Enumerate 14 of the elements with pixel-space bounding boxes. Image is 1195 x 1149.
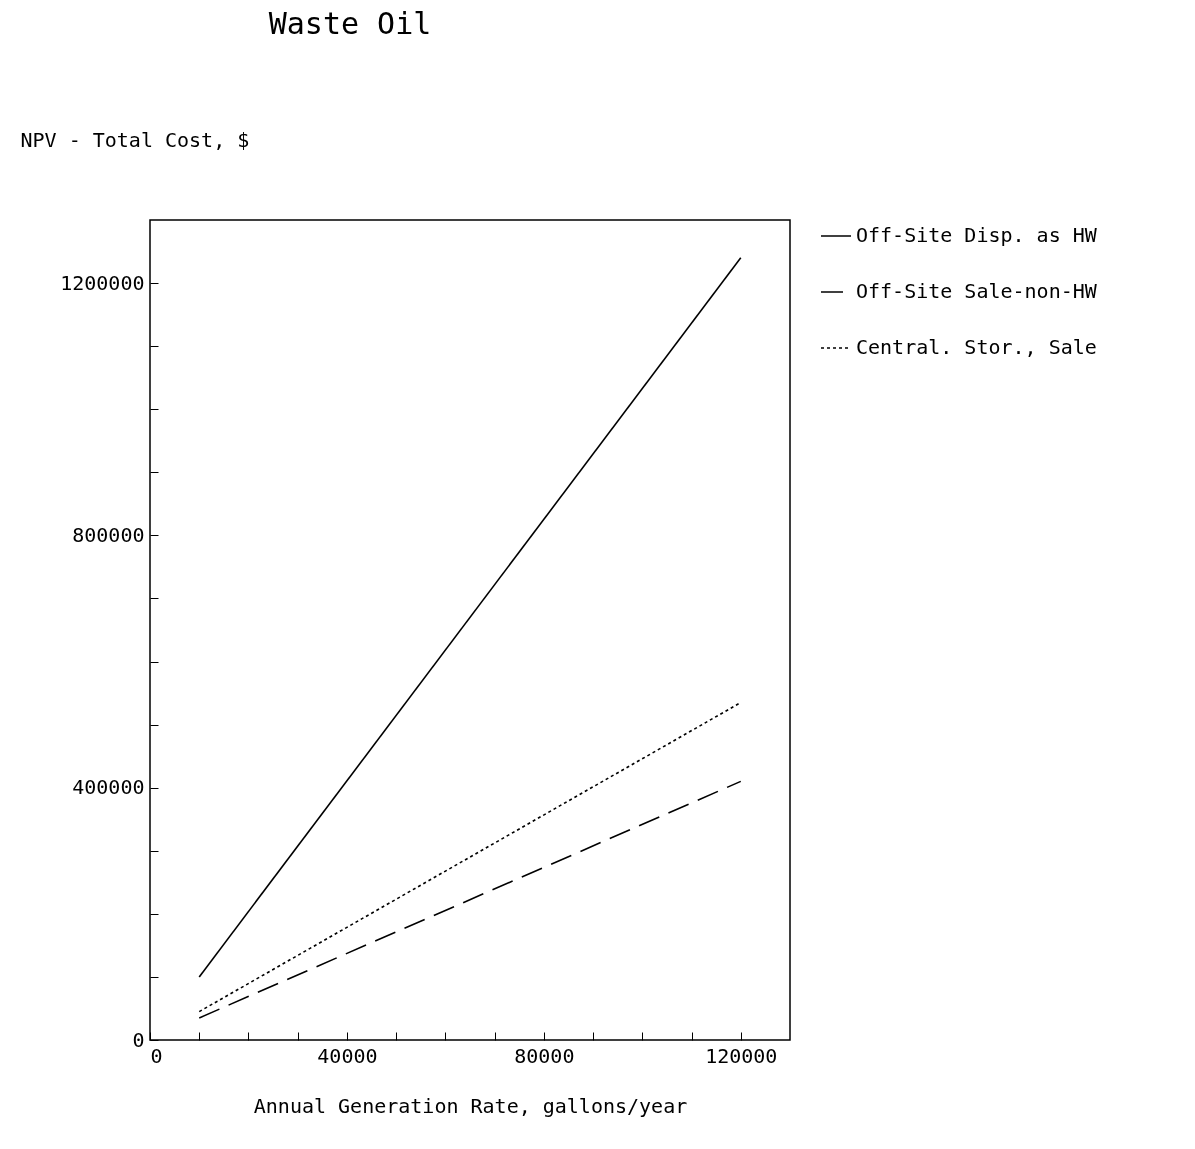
- chart-title: Waste Oil: [268, 6, 432, 41]
- legend-label: Central. Stor., Sale: [856, 335, 1097, 359]
- y-tick-label: 800000: [72, 522, 145, 547]
- x-tick-label: 80000: [514, 1043, 575, 1068]
- x-axis-title: Annual Generation Rate, gallons/year: [253, 1093, 688, 1118]
- x-tick-label: 0: [150, 1043, 163, 1068]
- x-tick-label: 40000: [317, 1043, 378, 1068]
- legend-label: Off-Site Disp. as HW: [856, 223, 1098, 247]
- legend-label: Off-Site Sale-non-HW: [856, 279, 1098, 303]
- y-axis-title: NPV - Total Cost, $: [20, 127, 250, 152]
- y-tick-label: 400000: [72, 775, 145, 800]
- y-tick-label: 1200000: [60, 270, 145, 295]
- y-tick-label: 0: [132, 1027, 145, 1052]
- x-tick-label: 120000: [705, 1043, 778, 1068]
